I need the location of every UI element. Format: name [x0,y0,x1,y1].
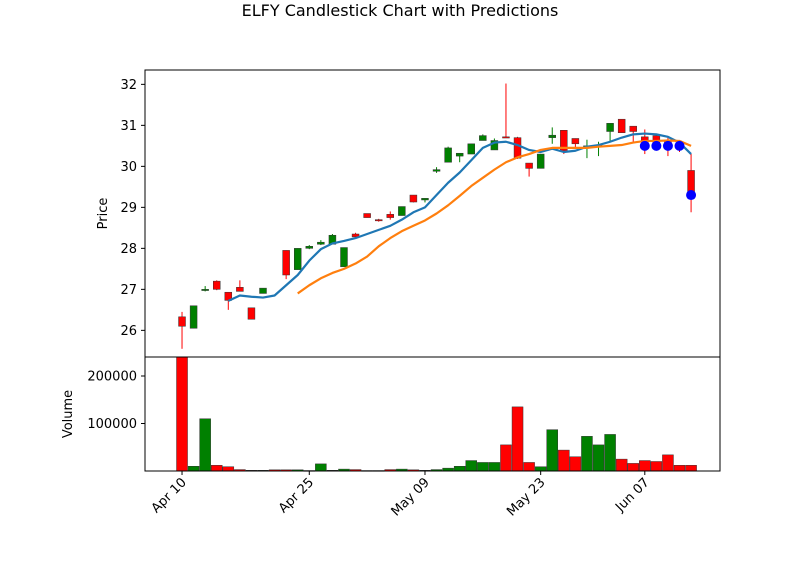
candle-body [560,130,568,152]
prediction-marker [662,140,673,151]
price-ytick-label: 28 [120,242,137,257]
volume-bar [627,463,639,472]
volume-bar [488,462,501,472]
candle-body [629,125,637,132]
volume-bar [511,406,524,472]
candle-body [455,152,464,157]
candle-body [236,287,244,292]
prediction-marker [651,140,662,151]
volume-bar [673,465,686,472]
candle-body [432,169,441,172]
volume-bar [662,454,674,472]
candle-body [189,305,198,329]
volume-bar [523,462,535,472]
volume-ytick-label: 100000 [87,417,137,432]
candle-body [305,246,314,249]
volume-bar [581,436,593,472]
candle-body [617,118,626,133]
volume-bar [176,356,188,472]
volume-bar [500,444,512,472]
candle-body [363,213,371,218]
candle-body [409,194,418,203]
price-ylabel: Price [96,198,111,230]
series-line-2 [297,139,692,295]
volume-bar [477,462,489,472]
candle-body [548,134,556,138]
candle-body [444,147,452,163]
candle-body [317,241,325,245]
xtick-label: May 09 [389,475,433,519]
volume-bar [534,466,547,472]
candle-body [374,219,383,222]
volume-axes-frame [144,356,721,472]
volume-bar [592,444,605,472]
candle-body [606,123,614,132]
xtick-label: Jun 07 [612,475,652,515]
candle-body [467,143,475,155]
chart-title: ELFY Candlestick Chart with Predictions [241,1,559,20]
prediction-marker [639,140,650,151]
series-line-1 [227,132,692,302]
xtick-label: May 23 [504,475,548,519]
volume-bar [199,418,211,472]
volume-bar [546,429,558,472]
candle-body [536,153,545,169]
candle-body [201,289,209,291]
candle-body [502,136,510,139]
candle-body [259,287,267,294]
prediction-marker [686,190,697,201]
volume-bar [685,465,697,472]
candle-body [571,138,580,145]
candle-body [386,214,394,218]
volume-bar [639,460,651,472]
candle-body [351,233,360,238]
candle-body [398,206,406,216]
candle-body [293,248,302,270]
candle-body [178,316,186,327]
volume-bar [569,456,582,472]
candle-body [479,135,487,141]
volume-bar [615,458,628,472]
volume-ylabel: Volume [61,390,76,438]
candle-body [421,198,429,201]
price-ytick-label: 32 [120,78,137,93]
candle-body [340,247,348,268]
xtick-label: Apr 25 [276,475,317,516]
price-ytick-label: 29 [120,201,137,216]
price-ytick-label: 26 [120,324,137,339]
volume-bar [315,463,327,472]
price-ytick-label: 30 [120,160,137,175]
candle-body [525,162,533,169]
price-axes-frame [144,69,721,358]
xtick-label: Apr 10 [149,475,190,516]
volume-bar [187,466,200,472]
volume-bar [604,434,616,472]
prediction-marker [674,140,685,151]
volume-bar [558,449,570,472]
candle-body [213,280,221,290]
price-ytick-label: 27 [120,283,137,298]
candle-body [513,137,522,159]
volume-bar [465,460,478,472]
price-ytick-label: 31 [120,119,137,134]
volume-bar [650,461,663,472]
volume-bar [222,466,235,472]
volume-bar [453,466,466,472]
volume-ytick-label: 200000 [87,370,137,385]
candle-body [247,307,256,320]
candle-body [282,250,290,276]
volume-bar [210,465,223,472]
